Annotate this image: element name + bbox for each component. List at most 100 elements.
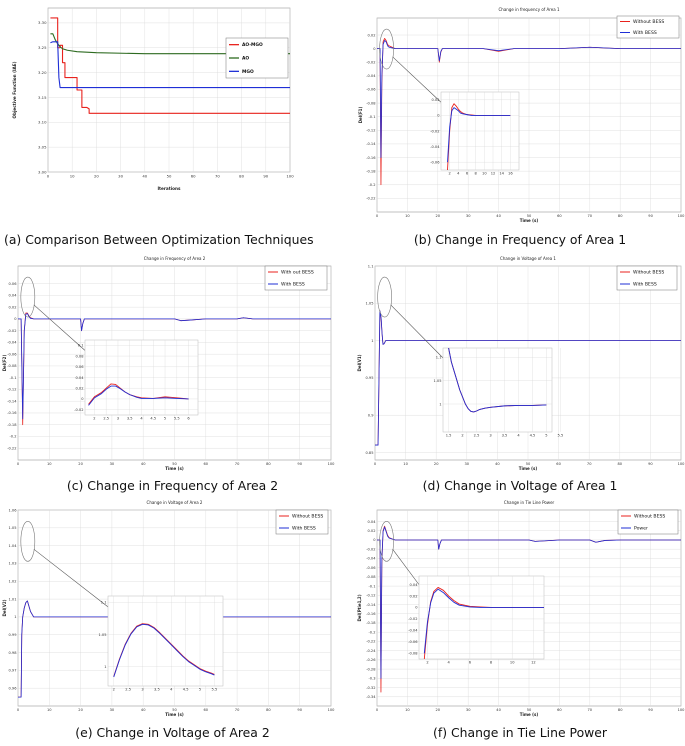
zoom-arrow [33,304,90,355]
x-tick-label: 90 [297,708,302,712]
x-axis-label: Time (s) [519,466,538,471]
inset-x-tick-label: 8 [490,661,493,665]
x-tick-label: 10 [47,462,52,466]
y-tick-label: 0.04 [8,294,17,298]
x-tick-label: 50 [172,708,177,712]
y-axis-label: Objective Function (IAE) [12,61,17,118]
y-tick-label: 1 [14,615,16,619]
inset-x-tick-label: 5 [164,417,166,421]
x-tick-label: 80 [266,708,271,712]
series-line-with-bess [448,348,547,413]
legend-box [616,15,680,39]
y-axis-label: Del(V2) [2,599,7,616]
y-tick-label: -0.12 [366,129,375,133]
inset-x-tick-label: 6 [187,417,190,421]
series-line-ao [50,33,290,55]
inset-x-tick-label: 2 [461,434,463,438]
series-line-with-bess [375,310,681,446]
inset-x-tick-label: 2 [426,661,428,665]
x-tick-label: 100 [328,462,336,466]
y-tick-label: -0.04 [7,341,17,345]
x-axis-label: Iterations [157,186,181,191]
inset-y-tick-label: -0.08 [408,652,418,656]
inset-y-tick-label: 0.06 [75,365,84,369]
y-tick-label: 0 [14,317,17,321]
y-tick-label: -0.22 [366,640,375,644]
x-tick-label: 20 [78,708,83,712]
inset-x-tick-label: 4 [448,661,451,665]
legend-box [275,509,329,535]
x-tick-label: 60 [204,708,209,712]
x-axis-label: Time (s) [165,466,184,471]
y-tick-label: 0.99 [8,633,17,637]
inset-area [107,595,224,687]
inset-x-tick-label: 4.5 [183,688,189,692]
panel-a: 0 10 20 30 40 50 60 70 80 90 100 3.00 3.05 3.10 3.15 3.… [4,2,314,250]
legend-label: With BESS [633,30,657,36]
x-tick-label: 0 [374,462,377,466]
y-axis-label: Del(F1) [358,107,363,124]
x-tick-label: 50 [527,214,532,218]
y-tick-label: -0.14 [366,142,376,146]
y-tick-label: -0.12 [7,388,16,392]
x-tick-label: 0 [47,173,50,178]
y-tick-label: -0.06 [7,352,17,356]
y-tick-label: -0.3 [368,677,375,681]
y-tick-label: -0.12 [366,594,375,598]
inset-y-tick-label: 1.05 [98,633,106,637]
x-tick-label: 0 [376,214,379,218]
y-tick-label: -0.28 [366,667,376,671]
x-tick-label: 90 [263,173,268,178]
inset-y-tick-label: -0.04 [408,629,418,633]
inset-x-tick-label: 5.5 [558,434,564,438]
inset-y-tick-label: 1.1 [436,356,442,360]
x-tick-label: 40 [495,462,500,466]
y-tick-label: 3.00 [38,169,47,174]
zoom-arrow [390,304,448,363]
inset-area [442,347,553,433]
inset-y-tick-label: 0 [415,606,418,610]
x-axis-label: Time (s) [520,712,539,717]
y-tick-label: -0.1 [368,584,375,588]
inset-x-tick-label: 5 [545,434,547,438]
zoom-arrow [392,56,446,107]
caption-c: (c) Change in Frequency of Area 2 [66,478,279,493]
inset-x-tick-label: 6 [466,172,469,176]
zoom-arrow [392,549,424,591]
x-tick-label: 40 [496,708,501,712]
inset-x-tick-label: 12 [491,172,496,176]
chart-title: Change in frequency of Area 1 [499,7,560,12]
series-line-power [377,526,681,679]
inset-x-tick-label: 4 [170,688,173,692]
inset-y-tick-label: 1.05 [433,379,441,383]
legend-label: With BESS [633,281,657,287]
x-tick-label: 10 [405,708,410,712]
legend-box [617,509,679,535]
x-tick-label: 80 [266,462,271,466]
x-tick-label: 70 [235,462,240,466]
chart-title: Change in Voltage of Area 2 [147,500,203,505]
inset-x-tick-label: 3 [141,688,143,692]
y-tick-label: 1 [371,339,373,343]
y-tick-label: 0.97 [8,669,16,673]
x-tick-label: 100 [678,462,685,466]
inset-x-tick-label: 4 [517,434,520,438]
x-tick-label: 70 [235,708,240,712]
x-tick-label: 40 [141,708,146,712]
x-tick-label: 60 [556,462,561,466]
x-tick-label: 60 [204,462,209,466]
inset-y-tick-label: 1.1 [101,601,107,605]
x-tick-label: 20 [434,462,439,466]
chart-f: 0 10 20 30 40 50 60 70 80 90 1000.040.020-0.02-0.0… [357,500,685,717]
y-tick-label: 1.03 [8,562,16,566]
x-tick-label: 10 [403,462,408,466]
inset-x-tick-label: 3.5 [502,434,508,438]
x-axis-label: Time (s) [165,712,184,717]
y-tick-label: 0.02 [367,33,375,37]
legend-label: Without BESS [292,513,323,519]
y-tick-label: -0.2 [368,630,375,634]
inset-y-tick-label: 0.08 [75,354,84,358]
x-tick-label: 30 [118,173,123,178]
x-tick-label: 10 [47,708,52,712]
x-tick-label: 100 [328,708,336,712]
